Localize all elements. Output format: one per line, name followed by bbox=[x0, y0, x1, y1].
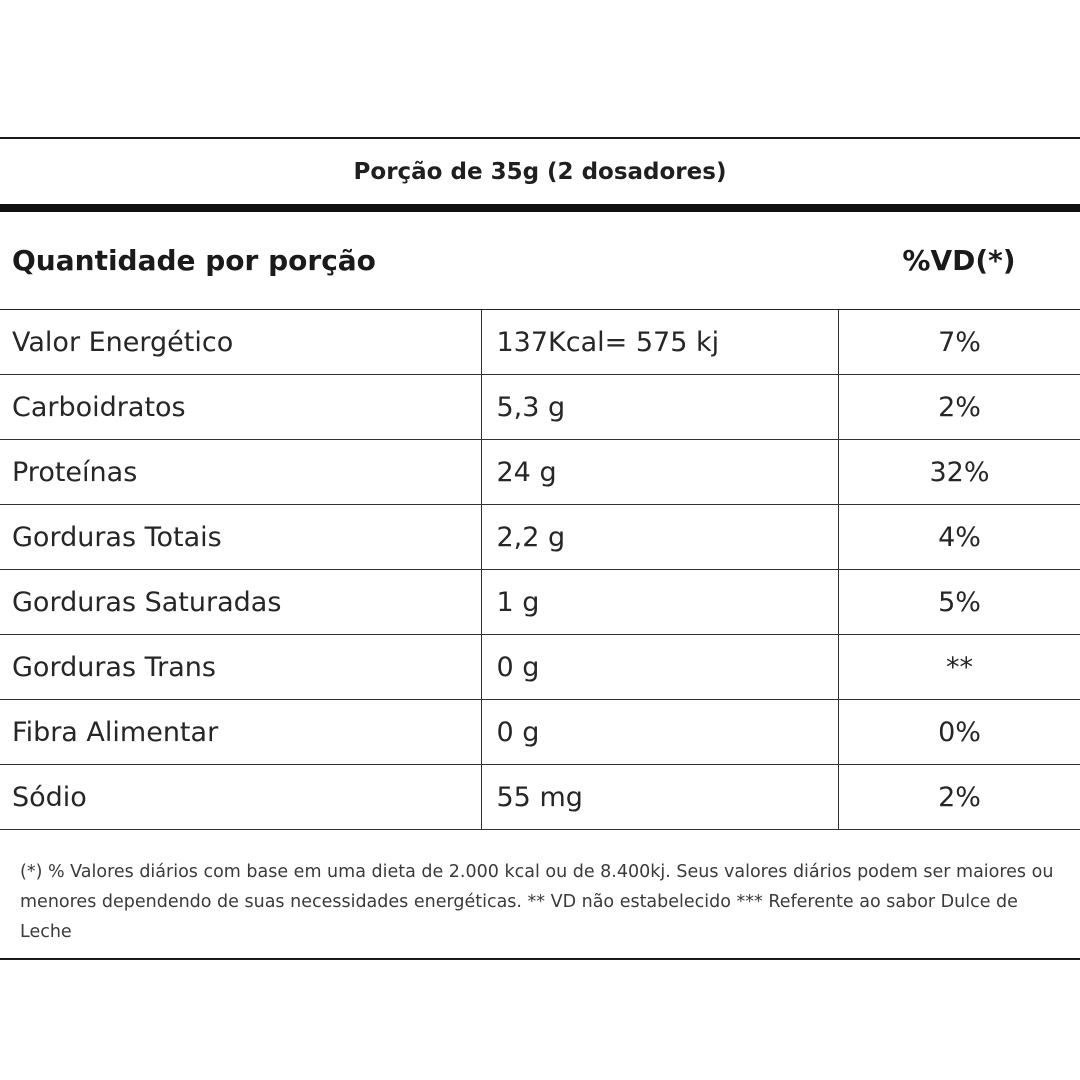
nutrient-name: Carboidratos bbox=[0, 374, 482, 440]
nutrition-facts-label: Porção de 35g (2 dosadores) Quantidade p… bbox=[0, 137, 1080, 960]
nutrient-amount: 5,3 g bbox=[481, 374, 839, 440]
nutrient-amount: 0 g bbox=[481, 634, 839, 700]
table-row: Carboidratos 5,3 g 2% bbox=[0, 374, 1080, 440]
quantity-per-portion-heading: Quantidade por porção bbox=[12, 244, 376, 277]
nutrient-daily-value: 7% bbox=[838, 310, 1080, 375]
nutrient-daily-value: 32% bbox=[838, 439, 1080, 505]
nutrient-name: Fibra Alimentar bbox=[0, 699, 482, 765]
top-divider bbox=[0, 137, 1080, 139]
nutrient-name: Proteínas bbox=[0, 439, 482, 505]
nutrient-daily-value: 2% bbox=[838, 374, 1080, 440]
nutrient-amount: 24 g bbox=[481, 439, 839, 505]
table-header: Quantidade por porção %VD(*) bbox=[0, 212, 1080, 310]
nutrient-name: Valor Energético bbox=[0, 310, 482, 375]
nutrient-name: Gorduras Trans bbox=[0, 634, 482, 700]
daily-value-heading: %VD(*) bbox=[902, 244, 1016, 277]
nutrient-amount: 2,2 g bbox=[481, 504, 839, 570]
portion-size: Porção de 35g (2 dosadores) bbox=[353, 158, 727, 185]
table-row: Gorduras Saturadas 1 g 5% bbox=[0, 569, 1080, 635]
nutrient-daily-value: 0% bbox=[838, 699, 1080, 765]
table-row: Gorduras Totais 2,2 g 4% bbox=[0, 504, 1080, 570]
nutrient-daily-value: 2% bbox=[838, 764, 1080, 830]
nutrient-amount: 0 g bbox=[481, 699, 839, 765]
footnote: (*) % Valores diários com base em uma di… bbox=[0, 830, 1080, 960]
nutrient-name: Gorduras Saturadas bbox=[0, 569, 482, 635]
nutrient-name: Gorduras Totais bbox=[0, 504, 482, 570]
nutrition-table: Valor Energético 137Kcal= 575 kj 7% Carb… bbox=[0, 310, 1080, 830]
nutrient-daily-value: ** bbox=[838, 634, 1080, 700]
nutrient-amount: 137Kcal= 575 kj bbox=[481, 310, 839, 375]
nutrient-amount: 1 g bbox=[481, 569, 839, 635]
table-row: Valor Energético 137Kcal= 575 kj 7% bbox=[0, 310, 1080, 375]
table-row: Fibra Alimentar 0 g 0% bbox=[0, 699, 1080, 765]
table-row: Proteínas 24 g 32% bbox=[0, 439, 1080, 505]
table-row: Gorduras Trans 0 g ** bbox=[0, 634, 1080, 700]
nutrient-daily-value: 4% bbox=[838, 504, 1080, 570]
nutrient-daily-value: 5% bbox=[838, 569, 1080, 635]
nutrient-amount: 55 mg bbox=[481, 764, 839, 830]
table-row: Sódio 55 mg 2% bbox=[0, 764, 1080, 830]
nutrient-name: Sódio bbox=[0, 764, 482, 830]
thick-divider bbox=[0, 204, 1080, 212]
